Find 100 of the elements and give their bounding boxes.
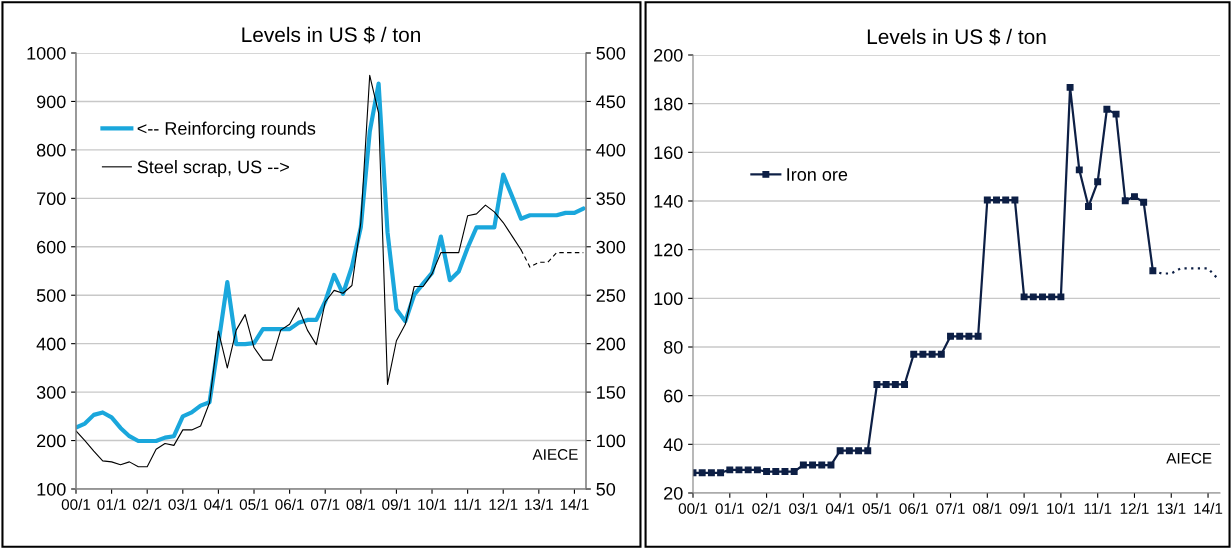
x-tick-label: 07/1 (310, 498, 340, 510)
point (993, 196, 1000, 204)
point (698, 469, 706, 477)
point (956, 332, 964, 340)
y-tick-label: 400 (36, 337, 66, 351)
point (790, 468, 798, 476)
point (781, 468, 789, 476)
x-tick-label: 00/1 (678, 502, 708, 514)
y-tick-label: 700 (37, 192, 66, 206)
x-tick-label: 02/1 (132, 498, 162, 510)
point (1020, 293, 1028, 301)
point (1112, 110, 1120, 118)
point (1085, 203, 1092, 211)
point (947, 332, 954, 340)
annotation: AIECE (532, 449, 578, 460)
point (772, 468, 780, 476)
point (901, 381, 909, 388)
x-tick-label: 06/1 (275, 498, 304, 510)
point (919, 350, 927, 358)
point (1057, 293, 1065, 301)
legend-label: Iron ore (787, 168, 848, 181)
y-tick-label: 100 (654, 292, 683, 306)
y-tick-label: 200 (654, 48, 683, 62)
point (1002, 196, 1010, 204)
x-tick-label: 14/1 (560, 498, 589, 510)
y2-tick-label: 300 (596, 240, 626, 254)
point (1130, 193, 1138, 201)
x-tick-label: 12/1 (1120, 502, 1149, 514)
x-tick-label: 13/1 (525, 498, 553, 510)
x-tick-label: 03/1 (168, 498, 197, 510)
chart-title: Levels in US $ / ton (242, 26, 420, 44)
x-tick-label: 14/1 (1194, 502, 1223, 514)
point (707, 469, 715, 477)
y2-tick-label: 200 (596, 337, 626, 351)
point (1011, 196, 1019, 204)
point (864, 447, 872, 455)
y2-tick-label: 400 (596, 143, 626, 157)
x-tick-label: 07/1 (936, 502, 965, 514)
point (1121, 197, 1129, 205)
x-tick-label: 04/1 (204, 498, 233, 510)
point (726, 466, 734, 474)
annotation: AIECE (1166, 452, 1212, 464)
point (1149, 267, 1157, 275)
y-tick-label: 900 (37, 95, 66, 109)
y-tick-label: 40 (663, 438, 683, 452)
point (818, 461, 826, 469)
x-tick-label: 09/1 (1009, 502, 1039, 514)
x-tick-label: 09/1 (382, 498, 411, 510)
point (1103, 105, 1111, 113)
x-tick-label: 01/1 (715, 502, 744, 514)
y-tick-label: 120 (654, 243, 683, 257)
y-tick-label: 160 (654, 146, 683, 160)
y2-tick-label: 100 (597, 434, 626, 448)
point (910, 350, 918, 358)
y-tick-label: 500 (36, 289, 66, 302)
point (753, 466, 761, 474)
x-tick-label: 11/1 (1084, 502, 1112, 514)
point (873, 381, 881, 388)
point (937, 350, 945, 358)
point (827, 461, 835, 469)
x-tick-label: 13/1 (1157, 502, 1186, 514)
x-tick-label: 10/1 (418, 498, 447, 510)
y2-tick-label: 150 (597, 386, 626, 399)
point (1094, 178, 1102, 186)
y-tick-label: 60 (664, 389, 683, 403)
point (965, 332, 973, 340)
point (1140, 198, 1148, 206)
x-tick-label: 04/1 (825, 502, 855, 514)
point (836, 447, 844, 455)
point (1066, 83, 1074, 91)
point (1029, 293, 1037, 301)
y-tick-label: 1000 (27, 46, 66, 60)
legend-label: Steel scrap, US --> (137, 160, 289, 177)
line-series (76, 81, 586, 444)
x-tick-label: 06/1 (899, 502, 928, 514)
point (855, 447, 863, 455)
y2-tick-label: 450 (596, 95, 626, 109)
point (882, 381, 890, 388)
y2-tick-label: 350 (596, 192, 626, 206)
x-tick-label: 02/1 (752, 502, 781, 514)
point (1075, 166, 1083, 174)
x-tick-label: 11/1 (454, 498, 482, 510)
point (763, 468, 771, 476)
y2-tick-label: 250 (596, 289, 626, 302)
point (717, 469, 725, 477)
x-tick-label: 03/1 (789, 502, 818, 514)
x-tick-label: 01/1 (97, 498, 126, 510)
chart-title: Levels in US $ / ton (867, 28, 1046, 46)
point (891, 381, 899, 388)
point (1048, 293, 1056, 301)
y-tick-label: 800 (36, 143, 66, 157)
x-tick-label: 08/1 (346, 498, 375, 510)
y-tick-label: 20 (664, 486, 683, 500)
y-tick-label: 180 (654, 97, 683, 111)
point (1039, 293, 1046, 301)
point (744, 466, 752, 474)
point (928, 350, 936, 358)
y2-tick-label: 500 (596, 46, 626, 60)
y2-tick-label: 50 (596, 482, 616, 496)
point (809, 461, 817, 469)
